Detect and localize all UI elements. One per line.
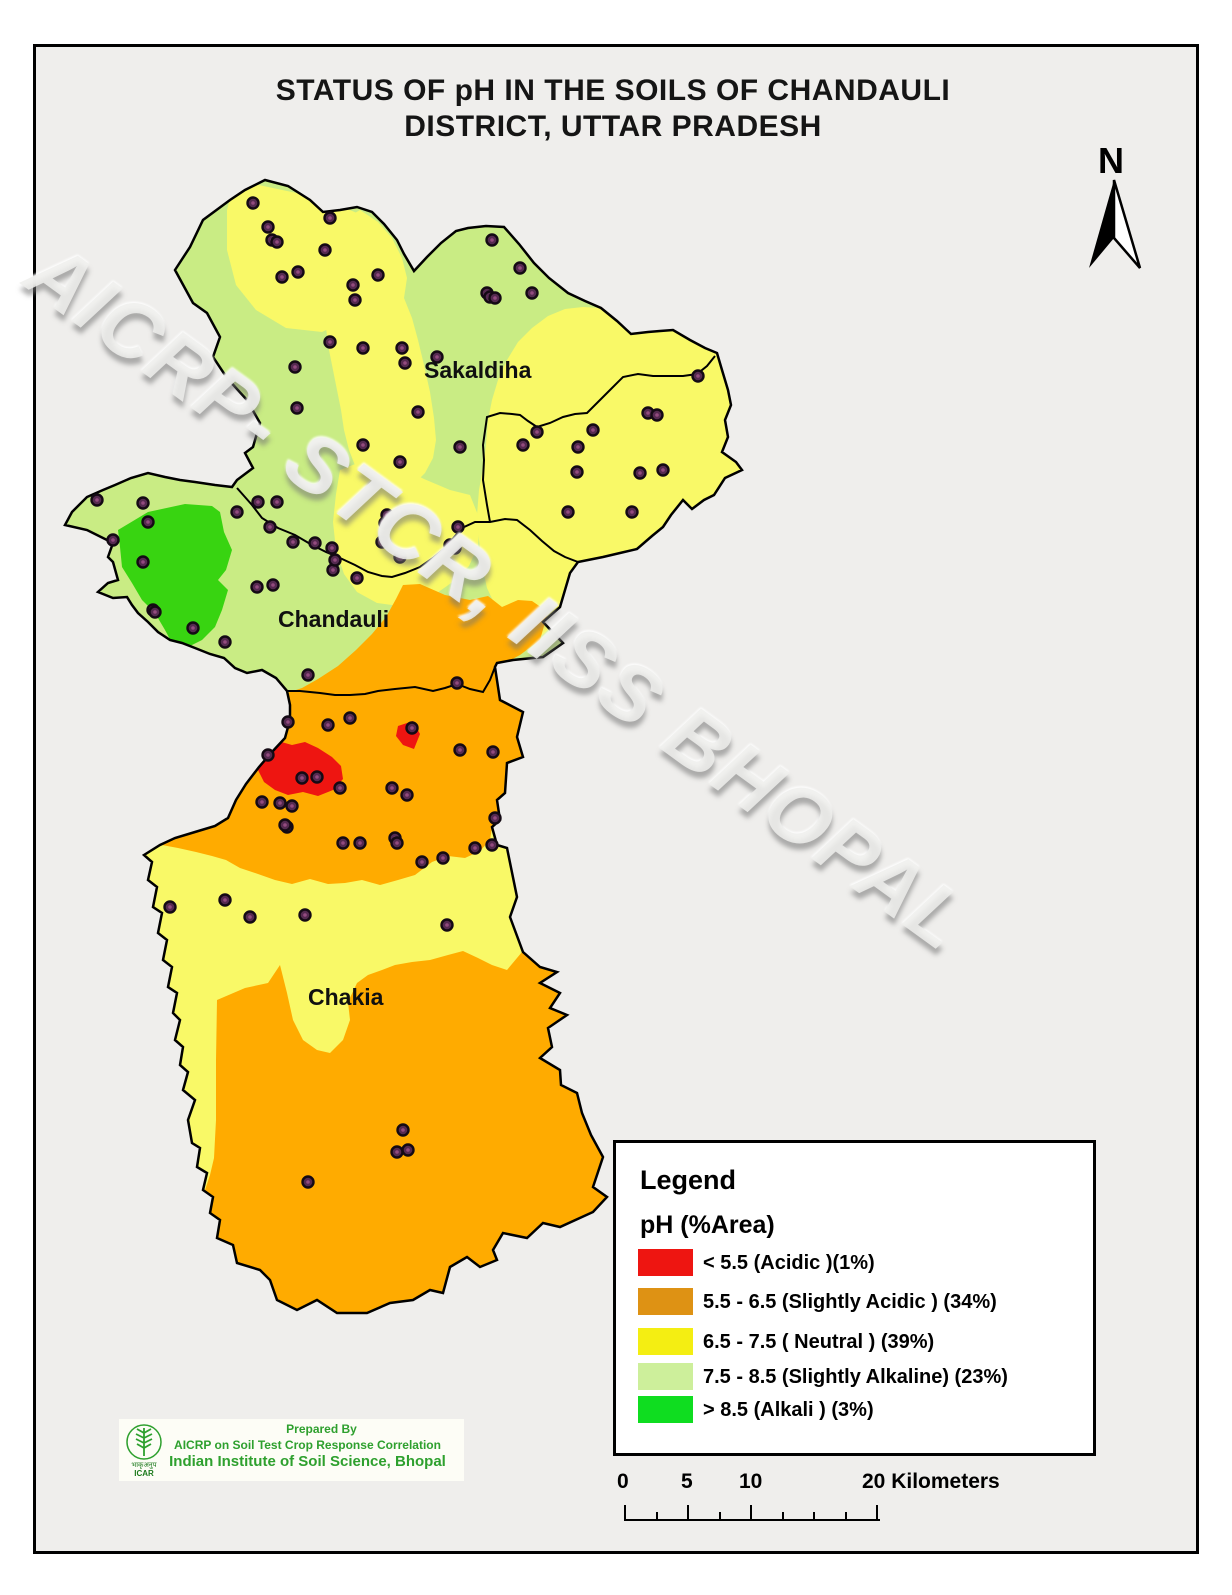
scale-number-0: 0 <box>617 1470 629 1493</box>
legend-row-neutral: 6.5 - 7.5 ( Neutral ) (39%) <box>616 1328 1093 1358</box>
legend-swatch-neutral <box>638 1328 693 1355</box>
scale-number-20km: 20 Kilometers <box>862 1470 1000 1493</box>
legend-label-alkali: > 8.5 (Alkali ) (3%) <box>703 1399 874 1421</box>
scale-tick <box>624 1505 626 1521</box>
region-acidic-1 <box>257 741 343 796</box>
attribution-line1: Prepared By <box>286 1422 357 1436</box>
legend-row-alkali: > 8.5 (Alkali ) (3%) <box>616 1396 1093 1426</box>
attribution: भाकृअनुप ICAR Prepared By AICRP on Soil … <box>119 1419 464 1481</box>
region-alkali <box>118 504 232 647</box>
svg-text:भाकृअनुप: भाकृअनुप <box>131 1462 157 1469</box>
attribution-line2: AICRP on Soil Test Crop Response Correla… <box>174 1438 441 1452</box>
legend-swatch-acidic <box>638 1249 693 1276</box>
region-label-chandauli: Chandauli <box>278 606 390 632</box>
scale-tick <box>782 1512 784 1521</box>
scale-number-5: 5 <box>681 1470 693 1493</box>
legend-subtitle: pH (%Area) <box>640 1211 775 1239</box>
scale-tick <box>750 1505 752 1521</box>
map-title-line1: STATUS OF pH IN THE SOILS OF CHANDAULI <box>275 74 951 107</box>
district-boundary <box>63 178 744 1315</box>
region-slightly-acidic-north <box>162 584 548 885</box>
region-label-chakia: Chakia <box>308 984 384 1010</box>
map-title-line2: DISTRICT, UTTAR PRADESH <box>404 110 822 143</box>
north-label: N <box>1098 140 1124 181</box>
tehsil-boundary-east <box>481 355 716 523</box>
legend-swatch-slightly-alkaline <box>638 1363 693 1390</box>
tehsil-boundary-chakia <box>287 666 496 696</box>
scale-tick <box>687 1505 689 1521</box>
north-arrow: N <box>1070 140 1160 280</box>
region-neutral-middle <box>333 459 480 606</box>
legend-swatch-alkali <box>638 1396 693 1423</box>
region-label-sakaldiha: Sakaldiha <box>424 357 532 383</box>
icar-logo-icon: भाकृअनुप ICAR <box>126 1424 162 1478</box>
svg-text:ICAR: ICAR <box>134 1469 154 1478</box>
legend-swatch-slightly-acidic <box>638 1288 693 1315</box>
scale-number-10: 10 <box>739 1470 763 1493</box>
soil-sample-points <box>90 196 705 1189</box>
north-arrow-icon <box>1089 179 1142 269</box>
legend: Legend pH (%Area) < 5.5 (Acidic )(1%) 5.… <box>613 1140 1096 1456</box>
legend-row-acidic: < 5.5 (Acidic )(1%) <box>616 1249 1093 1279</box>
tehsil-boundary-sakaldiha <box>236 487 579 579</box>
scale-tick <box>656 1512 658 1521</box>
legend-label-neutral: 6.5 - 7.5 ( Neutral ) (39%) <box>703 1331 935 1353</box>
region-neutral-east <box>477 307 742 637</box>
legend-label-acidic: < 5.5 (Acidic )(1%) <box>703 1252 875 1274</box>
legend-label-slightly-acidic: 5.5 - 6.5 (Slightly Acidic ) (34%) <box>703 1291 997 1313</box>
scale-bar-baseline <box>624 1519 880 1521</box>
scale-tick <box>845 1512 847 1521</box>
attribution-line3: Indian Institute of Soil Science, Bhopal <box>169 1453 446 1470</box>
scale-tick <box>719 1512 721 1521</box>
legend-row-slightly-alkaline: 7.5 - 8.5 (Slightly Alkaline) (23%) <box>616 1363 1093 1393</box>
scale-tick <box>876 1505 878 1521</box>
legend-title: Legend <box>640 1165 737 1195</box>
legend-label-slightly-alkaline: 7.5 - 8.5 (Slightly Alkaline) (23%) <box>703 1366 1008 1388</box>
scale-tick <box>813 1512 815 1521</box>
legend-row-slightly-acidic: 5.5 - 6.5 (Slightly Acidic ) (34%) <box>616 1288 1093 1318</box>
